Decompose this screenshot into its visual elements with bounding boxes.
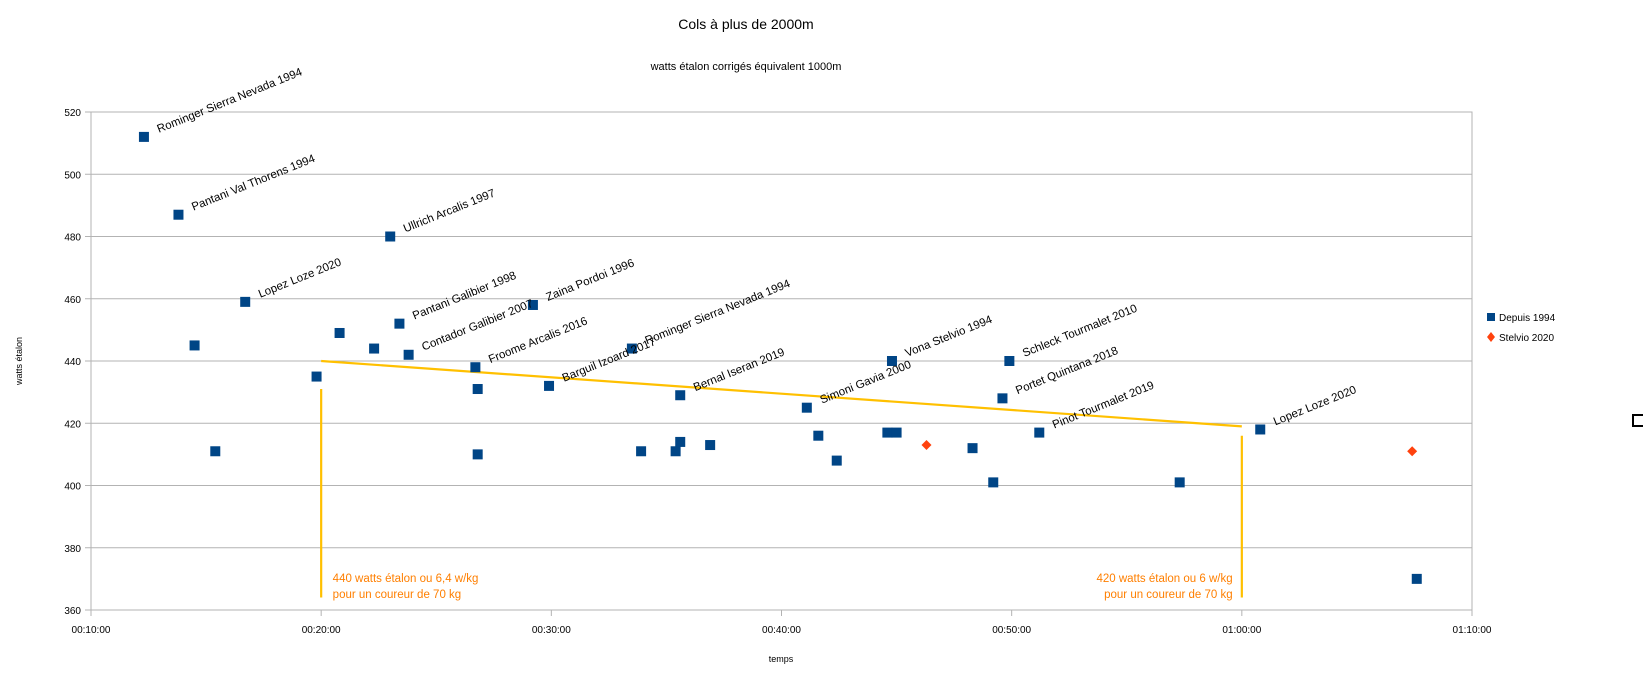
data-point <box>1407 446 1418 457</box>
point-label: Pantani Val Thorens 1994 <box>190 153 317 214</box>
y-tick-label: 440 <box>64 357 81 368</box>
point-label: Vona Stelvio 1994 <box>904 314 995 360</box>
annotation-note-2: 420 watts étalon ou 6 w/kg <box>1096 573 1232 585</box>
x-axis-label: temps <box>769 654 794 664</box>
data-point <box>470 362 481 373</box>
data-point <box>831 455 842 466</box>
data-point <box>472 449 483 460</box>
data-point <box>240 296 251 307</box>
data-point <box>670 446 681 457</box>
data-point <box>967 443 978 454</box>
data-point <box>813 430 824 441</box>
data-point <box>801 402 812 413</box>
grid-lines <box>85 111 1473 616</box>
data-point <box>311 371 322 382</box>
data-point <box>626 343 637 354</box>
chart-title: Cols à plus de 2000m <box>678 16 813 32</box>
data-point <box>334 327 345 338</box>
data-point <box>189 340 200 351</box>
data-point <box>675 436 686 447</box>
y-tick-label: 500 <box>64 170 81 181</box>
data-point <box>138 131 149 142</box>
x-tick-label: 00:50:00 <box>992 625 1031 636</box>
annotation-note-1: 440 watts étalon ou 6,4 w/kg <box>333 573 479 585</box>
y-tick-label: 380 <box>64 544 81 555</box>
data-point <box>210 446 221 457</box>
x-tick-labels: 00:10:00 00:20:00 00:30:00 00:40:00 00:50:00… <box>72 625 1492 636</box>
data-point <box>921 440 932 451</box>
point-label: Rominger Sierra Nevada 1994 <box>156 66 305 136</box>
data-point <box>544 380 555 391</box>
data-point <box>882 427 893 438</box>
data-point <box>527 299 538 310</box>
x-tick-label: 00:40:00 <box>762 625 801 636</box>
point-label: Ullrich Arcalis 1997 <box>402 188 497 236</box>
data-point <box>675 390 686 401</box>
legend-marker <box>1487 332 1495 342</box>
y-tick-label: 460 <box>64 295 81 306</box>
y-tick-label: 480 <box>64 233 81 244</box>
data-point <box>636 446 647 457</box>
point-label: Lopez Loze 2020 <box>1272 384 1358 428</box>
y-axis-label: watts étalon <box>14 337 24 386</box>
data-point <box>394 318 405 329</box>
y-tick-label: 520 <box>64 108 81 119</box>
point-label: Rominger Sierra Nevada 1994 <box>644 278 793 348</box>
x-tick-label: 01:10:00 <box>1453 625 1492 636</box>
point-label: Bernal Iseran 2019 <box>692 346 787 394</box>
point-label: Barguil Izoard 2017 <box>561 336 658 384</box>
data-points <box>138 131 1422 584</box>
data-point <box>988 477 999 488</box>
data-point <box>403 349 414 360</box>
annotation-note-1: pour un coureur de 70 kg <box>333 589 462 601</box>
data-point <box>1255 424 1266 435</box>
point-label: Schleck Tourmalet 2010 <box>1021 303 1139 360</box>
point-label: Lopez Loze 2020 <box>257 256 343 300</box>
plot-area-border <box>90 111 1473 611</box>
data-point <box>369 343 380 354</box>
data-point <box>472 384 483 395</box>
annotation-note-2: pour un coureur de 70 kg <box>1104 589 1233 601</box>
annotations: 440 watts étalon ou 6,4 w/kg pour un cour… <box>320 359 1243 601</box>
data-point <box>891 427 902 438</box>
y-tick-labels: 360 380 400 420 440 460 480 500 520 <box>64 108 81 617</box>
x-tick-label: 00:10:00 <box>72 625 111 636</box>
legend-marker <box>1487 313 1495 321</box>
x-tick-label: 01:00:00 <box>1222 625 1261 636</box>
data-point <box>1174 477 1185 488</box>
data-point <box>173 209 184 220</box>
x-tick-label: 00:30:00 <box>532 625 571 636</box>
legend: Depuis 1994 Stelvio 2020 <box>1487 313 1556 344</box>
data-point <box>1411 573 1422 584</box>
data-point <box>1004 356 1015 366</box>
data-point <box>1034 427 1045 438</box>
x-tick-label: 00:20:00 <box>302 625 341 636</box>
trend-line <box>321 359 1242 428</box>
data-point <box>997 393 1008 404</box>
y-tick-label: 400 <box>64 482 81 493</box>
legend-label: Stelvio 2020 <box>1499 333 1554 344</box>
point-label: Froome Arcalis 2016 <box>487 315 589 366</box>
y-tick-label: 360 <box>64 606 81 617</box>
chart-subtitle: watts étalon corrigés équivalent 1000m <box>650 61 842 73</box>
data-point <box>886 356 897 366</box>
legend-label: Depuis 1994 <box>1499 313 1556 324</box>
data-point <box>385 231 396 242</box>
y-tick-label: 420 <box>64 419 81 430</box>
point-label: Zaina Pordoi 1996 <box>545 257 637 303</box>
point-labels: Rominger Sierra Nevada 1994 Pantani Val T… <box>156 66 1359 431</box>
data-point <box>705 440 716 451</box>
resize-handle[interactable] <box>1632 414 1643 427</box>
